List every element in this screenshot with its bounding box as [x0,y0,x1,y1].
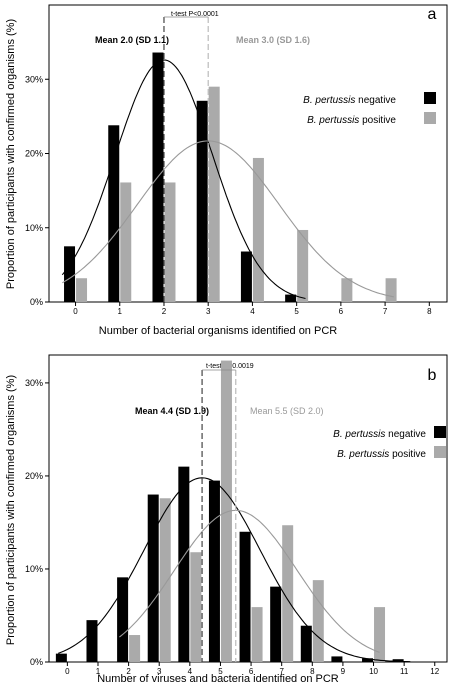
x-tick-label: 9 [341,667,346,676]
fit-curve-positive [62,140,395,298]
legend-entry-negative: B. pertussis negative [333,429,426,440]
x-tick-label: 11 [400,667,409,676]
bar-positive [282,525,294,662]
x-tick-label: 4 [250,307,255,316]
bar-negative [64,246,76,302]
x-tick-label: 0 [73,307,78,316]
fit-curve-negative [57,477,411,663]
bar-positive [220,360,232,662]
y-tick-label: 30% [25,378,43,388]
bar-negative [300,625,312,662]
bar-negative [362,658,374,662]
bar-positive [164,182,176,302]
y-axis-label: Proportion of participants with confirme… [5,19,17,289]
legend-entry-positive: B. pertussis positive [337,449,426,460]
bar-positive [341,278,353,302]
legend-swatch-negative [424,92,436,104]
bar-positive [120,182,132,302]
bar-negative [331,656,343,662]
x-tick-label: 2 [126,667,131,676]
y-axis-label: Proportion of participants with confirme… [5,375,17,645]
bar-negative [108,125,120,302]
x-axis-label: Number of bacterial organisms identified… [99,325,338,337]
bar-positive [385,278,397,302]
panel-b: b Number of viruses and bacteria identif… [5,354,448,685]
bar-negative [196,100,208,302]
mean-label-negative: Mean 2.0 (SD 1.1) [95,35,169,45]
legend-swatch-negative [434,426,446,438]
y-tick-label: 10% [25,564,43,574]
x-tick-label: 5 [294,307,299,316]
legend: B. pertussis negative B. pertussis posit… [333,426,446,460]
bar-positive [190,552,202,662]
bar-positive [252,157,264,302]
x-tick-label: 4 [188,667,193,676]
panel-label: a [428,6,437,23]
ttest-label: t-test P<0.0001 [171,11,219,18]
bar-positive [76,278,88,302]
bar-positive [251,607,263,662]
x-tick-label: 3 [157,667,162,676]
bar-negative [178,466,190,662]
fit-curve-positive [119,509,380,653]
bar-negative [392,659,404,662]
bar-negative [240,251,252,302]
x-tick-label: 1 [118,307,123,316]
panel-a: a Number of bacterial organisms identifi… [5,4,448,337]
x-tick-label: 6 [249,667,254,676]
mean-label-negative: Mean 4.4 (SD 1.9) [135,406,209,416]
bar-negative [285,294,297,302]
bar-positive [129,635,141,662]
bar-negative [55,653,67,662]
x-tick-label: 12 [430,667,439,676]
bar-negative [208,480,220,662]
legend-entry-positive: B. pertussis positive [307,115,396,126]
x-tick-label: 5 [218,667,223,676]
legend-swatch-positive [434,446,446,458]
bar-positive [374,607,386,662]
bar-positive [208,86,220,302]
bar-negative [147,494,159,662]
y-tick-label: 30% [25,74,43,84]
y-tick-label: 10% [25,223,43,233]
bar-negative [270,586,282,662]
legend: B. pertussis negative B. pertussis posit… [303,92,436,126]
y-tick-label: 20% [25,149,43,159]
x-tick-label: 0 [65,667,70,676]
bar-negative [239,531,251,662]
x-tick-label: 7 [383,307,388,316]
x-tick-label: 2 [162,307,167,316]
mean-label-positive: Mean 5.5 (SD 2.0) [250,406,324,416]
x-tick-label: 6 [339,307,344,316]
bar-negative [117,577,129,662]
x-axis-label: Number of viruses and bacteria identifie… [97,673,339,685]
x-tick-label: 3 [206,307,211,316]
bar-positive [297,229,309,302]
legend-swatch-positive [424,112,436,124]
panel-label: b [428,367,437,384]
y-tick-label: 0% [30,657,43,667]
legend-entry-negative: B. pertussis negative [303,95,396,106]
bar-negative [86,620,98,662]
bar-positive [312,580,324,662]
x-tick-label: 1 [96,667,101,676]
x-tick-label: 10 [369,667,378,676]
y-tick-label: 20% [25,471,43,481]
x-tick-label: 8 [310,667,315,676]
x-tick-label: 8 [427,307,432,316]
mean-label-positive: Mean 3.0 (SD 1.6) [236,35,310,45]
bar-positive [159,498,171,662]
fit-curve-negative [61,59,306,300]
x-tick-label: 7 [279,667,284,676]
y-tick-label: 0% [30,297,43,307]
